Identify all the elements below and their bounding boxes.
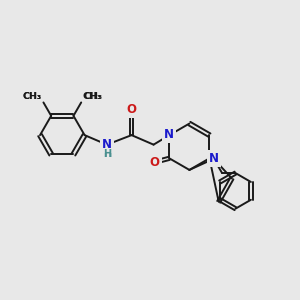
Text: CH₃: CH₃ bbox=[83, 92, 102, 101]
Text: N: N bbox=[102, 138, 112, 151]
Text: N: N bbox=[209, 152, 219, 165]
Text: O: O bbox=[149, 156, 160, 169]
Text: CH₃: CH₃ bbox=[22, 92, 42, 101]
Text: N: N bbox=[209, 152, 219, 165]
Text: N: N bbox=[164, 128, 174, 141]
Text: H: H bbox=[103, 148, 111, 159]
Text: O: O bbox=[149, 156, 160, 169]
Text: CH₃: CH₃ bbox=[83, 92, 102, 101]
Text: CH₃: CH₃ bbox=[22, 92, 41, 101]
Text: H: H bbox=[103, 148, 111, 159]
Text: O: O bbox=[127, 103, 136, 116]
Text: N: N bbox=[102, 138, 112, 151]
Text: O: O bbox=[127, 103, 136, 116]
Text: N: N bbox=[164, 128, 174, 141]
